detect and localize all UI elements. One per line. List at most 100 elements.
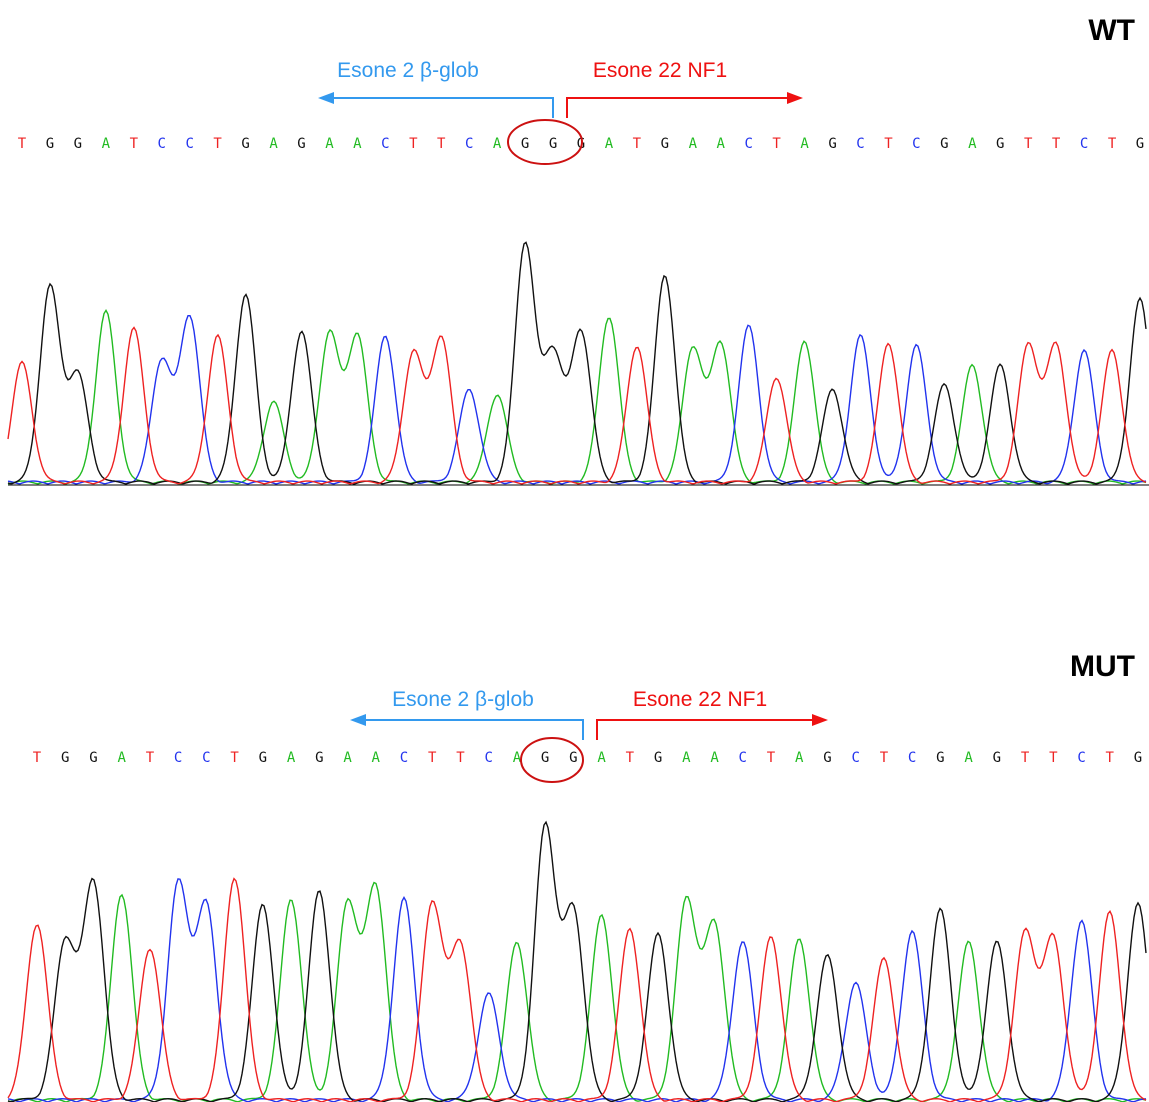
- mut-title: MUT: [1070, 650, 1135, 683]
- base-call: C: [381, 136, 389, 152]
- wt-exon-arrows: [318, 92, 803, 118]
- base-call: G: [569, 750, 577, 766]
- base-call: C: [1077, 750, 1085, 766]
- base-call: G: [996, 136, 1004, 152]
- base-call: C: [185, 136, 193, 152]
- base-call: T: [213, 136, 222, 152]
- base-call: C: [851, 750, 859, 766]
- base-call: G: [259, 750, 267, 766]
- base-call: G: [89, 750, 97, 766]
- base-call: A: [117, 750, 126, 766]
- base-call: G: [46, 136, 54, 152]
- base-call: G: [61, 750, 69, 766]
- wt-exon2-label: Esone 2 β-glob: [337, 59, 479, 82]
- base-call: T: [437, 136, 446, 152]
- base-call: C: [158, 136, 166, 152]
- base-call: C: [744, 136, 752, 152]
- trace-C: [7, 878, 1147, 1102]
- base-call: A: [325, 136, 334, 152]
- junction-circle: [507, 119, 583, 165]
- base-call: C: [912, 136, 920, 152]
- wt-title: WT: [1088, 14, 1135, 47]
- base-call: G: [654, 750, 662, 766]
- base-call: A: [372, 750, 381, 766]
- base-call: T: [1049, 750, 1058, 766]
- base-call: A: [597, 750, 606, 766]
- wt-panel: WT Esone 2 β-glob Esone 22 NF1 T G G A T C C T G…: [0, 0, 1149, 500]
- base-call: G: [661, 136, 669, 152]
- exon2-arrowhead: [318, 92, 334, 104]
- base-call: G: [936, 750, 944, 766]
- trace-T: [7, 877, 1147, 1102]
- base-call: T: [33, 750, 42, 766]
- wt-traces: [7, 241, 1149, 486]
- wt-chromatogram: Esone 2 β-glob Esone 22 NF1 T G G A T C C T G A G A…: [7, 59, 1149, 486]
- exon2-arrowhead: [350, 714, 366, 726]
- base-call: T: [130, 136, 139, 152]
- trace-G: [7, 820, 1147, 1102]
- base-call: T: [1052, 136, 1061, 152]
- trace-G: [7, 241, 1147, 485]
- base-call: T: [772, 136, 781, 152]
- base-call: T: [146, 750, 155, 766]
- base-call: G: [1134, 750, 1142, 766]
- exon22-arrow: [566, 97, 789, 118]
- base-call: G: [828, 136, 836, 152]
- base-call: A: [269, 136, 278, 152]
- base-call: G: [1136, 136, 1144, 152]
- mut-panel: MUT Esone 2 β-glob Esone 22 NF1 T G G A T C C T…: [0, 640, 1149, 1102]
- base-call: A: [343, 750, 352, 766]
- base-call: T: [626, 750, 635, 766]
- base-call: A: [964, 750, 973, 766]
- base-call: G: [823, 750, 831, 766]
- base-call: T: [230, 750, 239, 766]
- base-call: G: [74, 136, 82, 152]
- base-call: T: [767, 750, 776, 766]
- exon22-arrowhead: [787, 92, 803, 104]
- base-call: C: [856, 136, 864, 152]
- base-call: C: [908, 750, 916, 766]
- exon22-arrow: [596, 719, 814, 740]
- trace-C: [7, 315, 1147, 485]
- base-call: C: [484, 750, 492, 766]
- exon22-arrowhead: [812, 714, 828, 726]
- base-call: A: [717, 136, 726, 152]
- base-call: G: [549, 136, 557, 152]
- wt-exon22-label: Esone 22 NF1: [593, 59, 727, 82]
- mut-exon-arrows: [350, 714, 828, 740]
- base-call: C: [465, 136, 473, 152]
- base-call: G: [541, 750, 549, 766]
- base-call: G: [241, 136, 249, 152]
- base-call: C: [174, 750, 182, 766]
- base-call: A: [353, 136, 362, 152]
- base-call: T: [1021, 750, 1030, 766]
- mut-exon2-label: Esone 2 β-glob: [392, 688, 534, 711]
- exon2-arrow: [332, 97, 554, 118]
- base-call: T: [1024, 136, 1033, 152]
- mut-chromatogram: Esone 2 β-glob Esone 22 NF1 T G G A T C C T G A G A…: [7, 688, 1147, 1102]
- base-call: G: [521, 136, 529, 152]
- base-call: A: [800, 136, 809, 152]
- base-call: G: [940, 136, 948, 152]
- base-call: T: [633, 136, 642, 152]
- mut-traces: [7, 820, 1147, 1102]
- base-call: G: [993, 750, 1001, 766]
- base-call: A: [710, 750, 719, 766]
- base-call: A: [287, 750, 296, 766]
- base-call: C: [1080, 136, 1088, 152]
- base-call: T: [1106, 750, 1115, 766]
- base-call: G: [315, 750, 323, 766]
- base-call: A: [968, 136, 977, 152]
- base-call: T: [18, 136, 27, 152]
- base-call: T: [409, 136, 418, 152]
- base-call: T: [1108, 136, 1117, 152]
- base-call: T: [884, 136, 893, 152]
- base-call: A: [795, 750, 804, 766]
- exon2-arrow: [364, 719, 584, 740]
- base-call: A: [513, 750, 522, 766]
- base-call: A: [102, 136, 111, 152]
- base-call: C: [739, 750, 747, 766]
- trace-T: [7, 326, 1147, 485]
